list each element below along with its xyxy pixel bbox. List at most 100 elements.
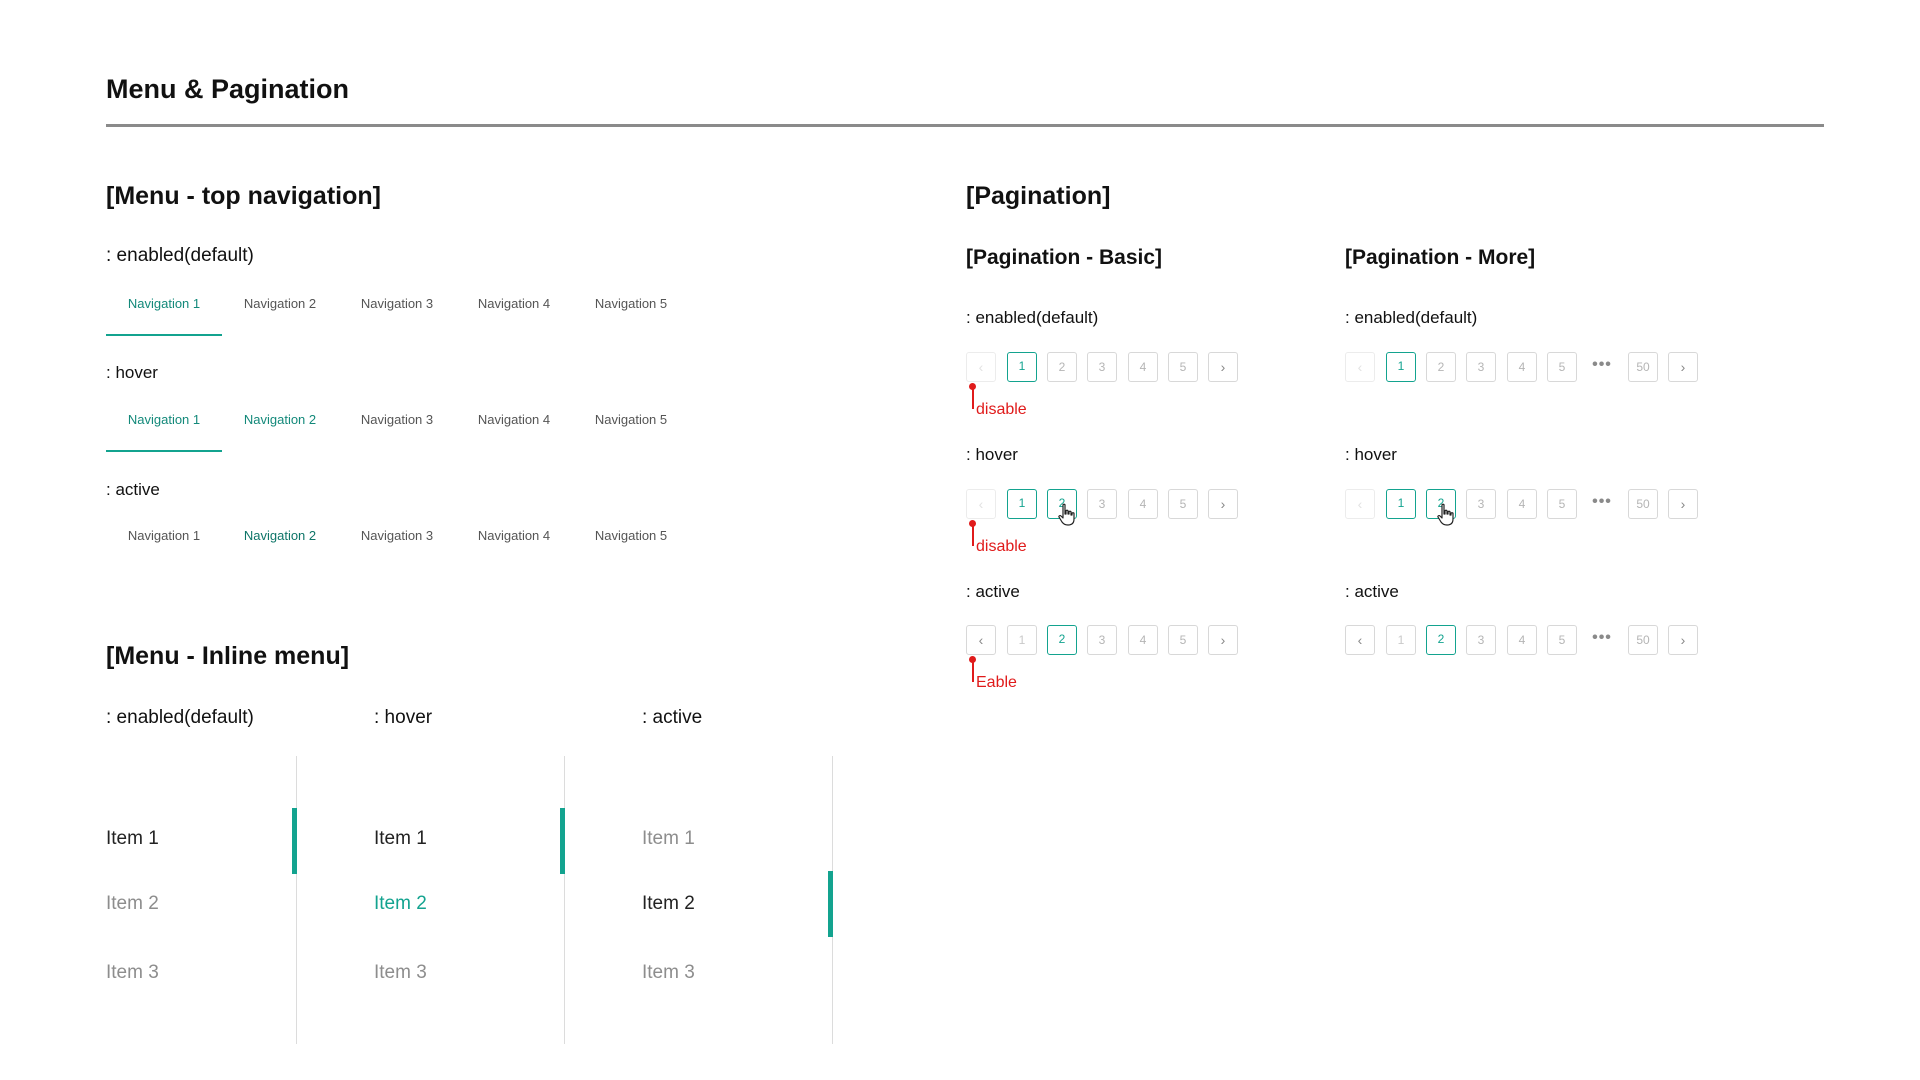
pagination-more-label-hover: : hover bbox=[1345, 445, 1397, 464]
pagination-page-button[interactable]: 1 bbox=[1007, 625, 1037, 655]
inline-menu-indicator bbox=[560, 808, 565, 874]
nav-item[interactable]: Navigation 3 bbox=[339, 526, 455, 568]
inline-menu-item[interactable]: Item 2 bbox=[642, 893, 695, 914]
nav-item-label: Navigation 4 bbox=[477, 412, 551, 427]
inline-menu-item[interactable]: Item 2 bbox=[106, 893, 159, 914]
inline-menu-divider bbox=[296, 756, 297, 1044]
chevron-left-icon: ‹ bbox=[978, 359, 984, 375]
pagination-page-button[interactable]: 2 bbox=[1426, 352, 1456, 382]
pagination-next-button[interactable]: › bbox=[1668, 625, 1698, 655]
chevron-left-icon: ‹ bbox=[1357, 496, 1363, 512]
pagination-page-button[interactable]: 4 bbox=[1507, 489, 1537, 519]
pagination-page-button[interactable]: 5 bbox=[1168, 352, 1198, 382]
pagination-page-button[interactable]: 5 bbox=[1168, 489, 1198, 519]
nav-item[interactable]: Navigation 4 bbox=[456, 526, 572, 568]
inline-menu-item[interactable]: Item 3 bbox=[106, 962, 159, 983]
pagination-page-button[interactable]: 5 bbox=[1547, 489, 1577, 519]
nav-item[interactable]: Navigation 2 bbox=[222, 294, 338, 336]
pagination-basic-title: [Pagination - Basic] bbox=[966, 246, 1163, 269]
pagination-page-button[interactable]: 1 bbox=[1386, 489, 1416, 519]
pagination-prev-button[interactable]: ‹ bbox=[1345, 352, 1375, 382]
nav-item[interactable]: Navigation 4 bbox=[456, 294, 572, 336]
pagination-page-button[interactable]: 4 bbox=[1507, 625, 1537, 655]
inline-menu-item[interactable]: Item 3 bbox=[374, 962, 427, 983]
pagination-page-button[interactable]: 1 bbox=[1007, 352, 1037, 382]
pagination-page-button[interactable]: 2 bbox=[1426, 625, 1456, 655]
ellipsis-icon[interactable]: ••• bbox=[1592, 356, 1612, 373]
pagination-page-button[interactable]: 3 bbox=[1466, 489, 1496, 519]
pagination-next-button[interactable]: › bbox=[1208, 625, 1238, 655]
nav-item-label: Navigation 1 bbox=[127, 296, 201, 311]
pagination-next-button[interactable]: › bbox=[1668, 489, 1698, 519]
pagination-next-button[interactable]: › bbox=[1208, 352, 1238, 382]
pagination-page-button[interactable]: 4 bbox=[1128, 625, 1158, 655]
pagination-page-button[interactable]: 5 bbox=[1168, 625, 1198, 655]
annotation-text: Eable bbox=[976, 674, 1017, 691]
nav-item-label: Navigation 2 bbox=[243, 296, 317, 311]
pagination-basic-label-enabled: : enabled(default) bbox=[966, 308, 1099, 327]
nav-item-label: Navigation 3 bbox=[360, 296, 434, 311]
pagination-section-title: [Pagination] bbox=[966, 182, 1111, 210]
pagination-more-label-active: : active bbox=[1345, 582, 1399, 601]
nav-item[interactable]: Navigation 1 bbox=[106, 410, 222, 452]
inline-menu-indicator bbox=[292, 808, 297, 874]
pagination-page-button[interactable]: 2 bbox=[1047, 625, 1077, 655]
inline-menu-state-label-hover: : hover bbox=[374, 707, 433, 728]
pagination-page-button[interactable]: 3 bbox=[1466, 352, 1496, 382]
nav-item-label: Navigation 3 bbox=[360, 412, 434, 427]
ellipsis-icon[interactable]: ••• bbox=[1592, 629, 1612, 646]
pagination-basic-label-hover: : hover bbox=[966, 445, 1018, 464]
inline-menu-item[interactable]: Item 1 bbox=[374, 828, 427, 849]
ellipsis-icon[interactable]: ••• bbox=[1592, 493, 1612, 510]
pagination-page-button[interactable]: 2 bbox=[1047, 352, 1077, 382]
pagination-page-button[interactable]: 3 bbox=[1087, 625, 1117, 655]
nav-item[interactable]: Navigation 1 bbox=[106, 294, 222, 336]
pagination-page-button[interactable]: 5 bbox=[1547, 352, 1577, 382]
pagination-last-page-button[interactable]: 50 bbox=[1628, 625, 1658, 655]
pagination-last-page-button[interactable]: 50 bbox=[1628, 352, 1658, 382]
pagination-page-button[interactable]: 3 bbox=[1466, 625, 1496, 655]
nav-selected-underline bbox=[106, 334, 222, 336]
nav-item[interactable]: Navigation 5 bbox=[573, 526, 689, 568]
pagination-last-page-button[interactable]: 50 bbox=[1628, 489, 1658, 519]
nav-item[interactable]: Navigation 1 bbox=[106, 526, 222, 568]
nav-item[interactable]: Navigation 3 bbox=[339, 294, 455, 336]
nav-item[interactable]: Navigation 4 bbox=[456, 410, 572, 452]
nav-item-label: Navigation 5 bbox=[594, 296, 668, 311]
inline-menu-item[interactable]: Item 2 bbox=[374, 893, 427, 914]
pagination-page-button[interactable]: 3 bbox=[1087, 352, 1117, 382]
nav-item[interactable]: Navigation 3 bbox=[339, 410, 455, 452]
pagination-prev-button[interactable]: ‹ bbox=[1345, 625, 1375, 655]
pagination-page-button[interactable]: 4 bbox=[1128, 352, 1158, 382]
pagination-more-title: [Pagination - More] bbox=[1345, 246, 1536, 269]
pagination-page-button[interactable]: 1 bbox=[1007, 489, 1037, 519]
pagination-page-button[interactable]: 4 bbox=[1128, 489, 1158, 519]
nav-item-label: Navigation 1 bbox=[127, 412, 201, 427]
nav-item[interactable]: Navigation 2 bbox=[222, 526, 338, 568]
annotation-text: disable bbox=[976, 401, 1027, 418]
pagination-next-button[interactable]: › bbox=[1668, 352, 1698, 382]
pagination-prev-button[interactable]: ‹ bbox=[1345, 489, 1375, 519]
pagination-prev-button[interactable]: ‹ bbox=[966, 625, 996, 655]
annotation-dot bbox=[969, 656, 976, 663]
pagination-page-button[interactable]: 5 bbox=[1547, 625, 1577, 655]
inline-menu-item[interactable]: Item 1 bbox=[106, 828, 159, 849]
nav-item-label: Navigation 3 bbox=[360, 528, 434, 543]
chevron-right-icon: › bbox=[1220, 496, 1226, 512]
pagination-page-button[interactable]: 1 bbox=[1386, 625, 1416, 655]
pagination-prev-button[interactable]: ‹ bbox=[966, 352, 996, 382]
inline-menu-item[interactable]: Item 3 bbox=[642, 962, 695, 983]
pagination-page-button[interactable]: 3 bbox=[1087, 489, 1117, 519]
nav-item-label: Navigation 4 bbox=[477, 528, 551, 543]
nav-item[interactable]: Navigation 5 bbox=[573, 410, 689, 452]
pagination-page-button[interactable]: 1 bbox=[1386, 352, 1416, 382]
nav-item[interactable]: Navigation 2 bbox=[222, 410, 338, 452]
pagination-prev-button[interactable]: ‹ bbox=[966, 489, 996, 519]
annotation-stem bbox=[972, 524, 974, 546]
pagination-next-button[interactable]: › bbox=[1208, 489, 1238, 519]
top-nav-section-title: [Menu - top navigation] bbox=[106, 182, 381, 210]
inline-menu-item[interactable]: Item 1 bbox=[642, 828, 695, 849]
pagination-page-button[interactable]: 4 bbox=[1507, 352, 1537, 382]
nav-item[interactable]: Navigation 5 bbox=[573, 294, 689, 336]
inline-menu-indicator bbox=[828, 871, 833, 937]
